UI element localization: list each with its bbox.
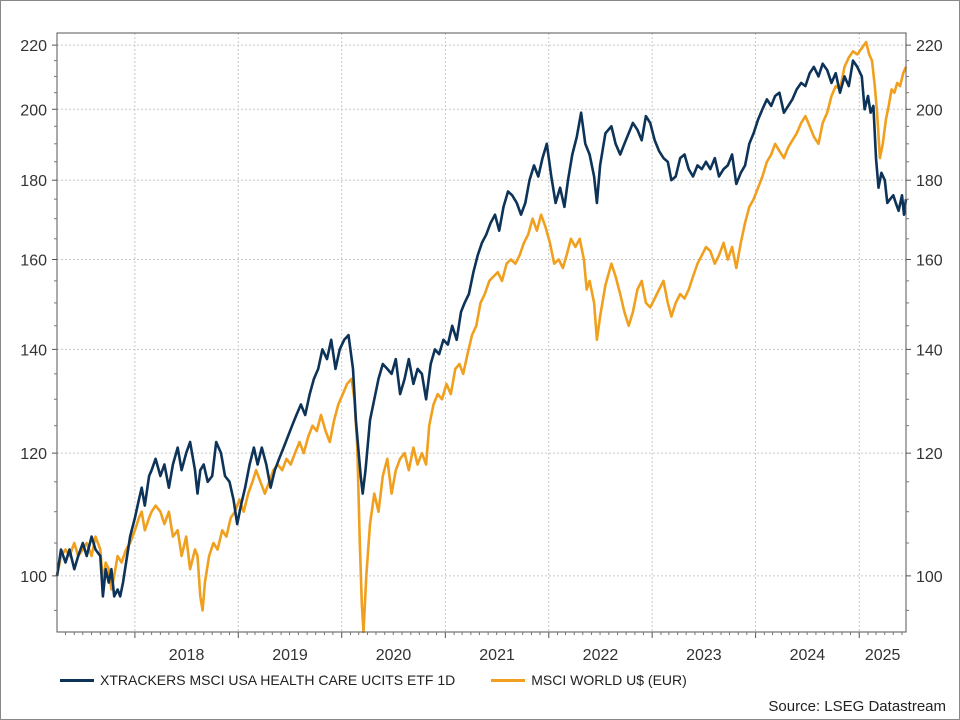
y-tick-label-right: 160 bbox=[916, 252, 943, 269]
x-tick-label: 2022 bbox=[583, 647, 619, 664]
y-tick-label-left: 140 bbox=[20, 342, 47, 359]
y-tick-label-right: 200 bbox=[916, 102, 943, 119]
y-tick-label-left: 200 bbox=[20, 102, 47, 119]
x-tick-label: 2023 bbox=[686, 647, 722, 664]
legend-label-health-care: XTRACKERS MSCI USA HEALTH CARE UCITS ETF… bbox=[100, 672, 456, 688]
legend-swatch-health-care bbox=[60, 678, 94, 682]
series-lines bbox=[55, 40, 908, 634]
y-tick-label-left: 120 bbox=[20, 446, 47, 463]
x-tick-label: 2018 bbox=[169, 647, 205, 664]
gridlines bbox=[57, 33, 906, 632]
x-tick-label: 2024 bbox=[790, 647, 826, 664]
legend: XTRACKERS MSCI USA HEALTH CARE UCITS ETF… bbox=[60, 672, 723, 688]
x-tick-label: 2025 bbox=[865, 647, 901, 664]
y-tick-label-right: 120 bbox=[916, 446, 943, 463]
series-line-health-care bbox=[55, 59, 908, 598]
source-note: Source: LSEG Datastream bbox=[768, 698, 946, 715]
y-tick-label-left: 100 bbox=[20, 569, 47, 586]
legend-item-world: MSCI WORLD U$ (EUR) bbox=[491, 672, 687, 688]
x-tick-label: 2021 bbox=[479, 647, 515, 664]
axes: 100 100 120 120 140 140 160 160 180 180 200 200 220 2… bbox=[20, 32, 943, 664]
y-tick-label-left: 160 bbox=[20, 252, 47, 269]
x-tick-label: 2020 bbox=[376, 647, 412, 664]
y-tick-label-right: 220 bbox=[916, 38, 943, 55]
y-tick-label-left: 220 bbox=[20, 38, 47, 55]
legend-label-world: MSCI WORLD U$ (EUR) bbox=[531, 672, 687, 688]
legend-item-health-care: XTRACKERS MSCI USA HEALTH CARE UCITS ETF… bbox=[60, 672, 455, 688]
series-line-world bbox=[55, 40, 908, 634]
y-tick-label-right: 180 bbox=[916, 173, 943, 190]
x-tick-label: 2019 bbox=[272, 647, 308, 664]
plot-border bbox=[56, 32, 907, 633]
y-tick-label-right: 140 bbox=[916, 342, 943, 359]
y-tick-label-left: 180 bbox=[20, 173, 47, 190]
y-tick-label-right: 100 bbox=[916, 569, 943, 586]
legend-swatch-world bbox=[491, 678, 526, 682]
